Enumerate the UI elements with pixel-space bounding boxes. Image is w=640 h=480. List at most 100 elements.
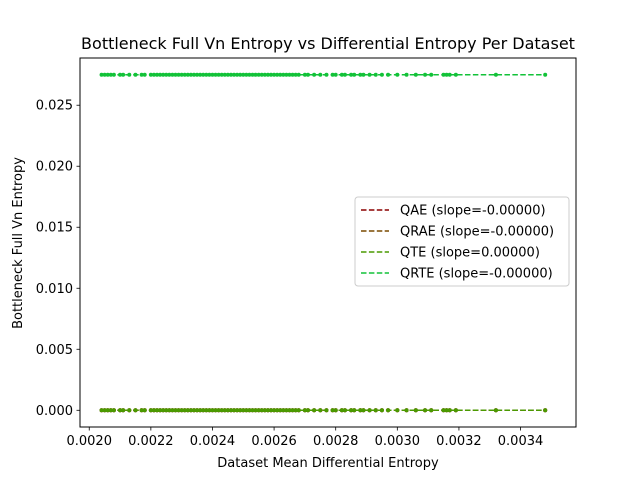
data-point [287, 408, 292, 413]
x-tick-label: 0.0024 [190, 434, 236, 449]
data-point [256, 408, 261, 413]
data-point [349, 408, 354, 413]
data-point [342, 408, 347, 413]
data-point [493, 408, 498, 413]
data-point [395, 72, 400, 77]
data-point [151, 72, 156, 77]
data-point [284, 72, 289, 77]
data-point [247, 72, 252, 77]
data-point [185, 408, 190, 413]
legend-label: QAE (slope=-0.00000) [400, 204, 546, 219]
data-point [253, 72, 258, 77]
legend: QAE (slope=-0.00000) QRAE (slope=-0.00000… [354, 196, 570, 287]
data-point [367, 72, 372, 77]
data-point [108, 408, 113, 413]
data-point [330, 408, 335, 413]
data-point [293, 408, 298, 413]
data-point [102, 72, 107, 77]
data-point [133, 72, 138, 77]
x-tick-label: 0.0022 [128, 434, 174, 449]
data-point [182, 408, 187, 413]
data-point [262, 408, 267, 413]
x-axis-label: Dataset Mean Differential Entropy [217, 456, 439, 471]
data-point [219, 408, 224, 413]
data-point [373, 408, 378, 413]
data-point [275, 72, 280, 77]
data-point [256, 72, 261, 77]
data-point [290, 408, 295, 413]
data-point [204, 408, 209, 413]
data-point [262, 72, 267, 77]
legend-box [354, 196, 570, 287]
data-point [296, 408, 301, 413]
data-point [361, 408, 366, 413]
data-point [284, 408, 289, 413]
data-point [127, 72, 132, 77]
series-3 [99, 408, 548, 413]
data-point [232, 72, 237, 77]
data-point [238, 408, 243, 413]
data-point [127, 408, 132, 413]
data-point [413, 72, 418, 77]
data-point [318, 72, 323, 77]
data-point [447, 72, 452, 77]
data-point [142, 408, 147, 413]
data-point [179, 408, 184, 413]
data-point [102, 408, 107, 413]
data-point [133, 408, 138, 413]
data-point [161, 408, 166, 413]
data-point [302, 408, 307, 413]
data-point [185, 72, 190, 77]
data-point [228, 72, 233, 77]
data-point [142, 72, 147, 77]
data-point [444, 408, 449, 413]
data-point [453, 72, 458, 77]
data-point [275, 408, 280, 413]
y-tick-label: 0.005 [36, 343, 73, 358]
data-point [232, 408, 237, 413]
data-point [151, 408, 156, 413]
data-point [333, 408, 338, 413]
data-point [386, 408, 391, 413]
data-point [543, 408, 548, 413]
data-point [148, 408, 153, 413]
data-point [99, 408, 104, 413]
data-point [198, 408, 203, 413]
x-tick-label: 0.0034 [498, 434, 544, 449]
series-4 [99, 72, 548, 77]
data-point [121, 408, 126, 413]
data-point [182, 72, 187, 77]
data-point [167, 72, 172, 77]
x-tick-label: 0.0030 [375, 434, 421, 449]
data-point [173, 408, 178, 413]
data-point [99, 72, 104, 77]
data-point [265, 408, 270, 413]
data-point [155, 72, 160, 77]
data-point [161, 72, 166, 77]
data-point [379, 408, 384, 413]
data-point [361, 72, 366, 77]
data-point [244, 408, 249, 413]
data-point [265, 72, 270, 77]
data-point [225, 408, 230, 413]
chart-title: Bottleneck Full Vn Entropy vs Differenti… [81, 34, 575, 53]
data-point [453, 408, 458, 413]
data-point [170, 408, 175, 413]
data-point [111, 72, 116, 77]
data-point [330, 72, 335, 77]
data-point [269, 72, 274, 77]
data-point [253, 408, 258, 413]
data-point [281, 408, 286, 413]
legend-label: QRTE (slope=-0.00000) [400, 267, 553, 282]
data-point [423, 72, 428, 77]
data-point [342, 72, 347, 77]
data-point [105, 408, 110, 413]
data-point [139, 72, 144, 77]
y-tick-label: 0.010 [36, 282, 73, 297]
data-point [358, 408, 363, 413]
legend-label: QRAE (slope=-0.00000) [400, 225, 554, 240]
data-point [333, 72, 338, 77]
data-point [250, 72, 255, 77]
data-point [272, 408, 277, 413]
data-point [296, 72, 301, 77]
